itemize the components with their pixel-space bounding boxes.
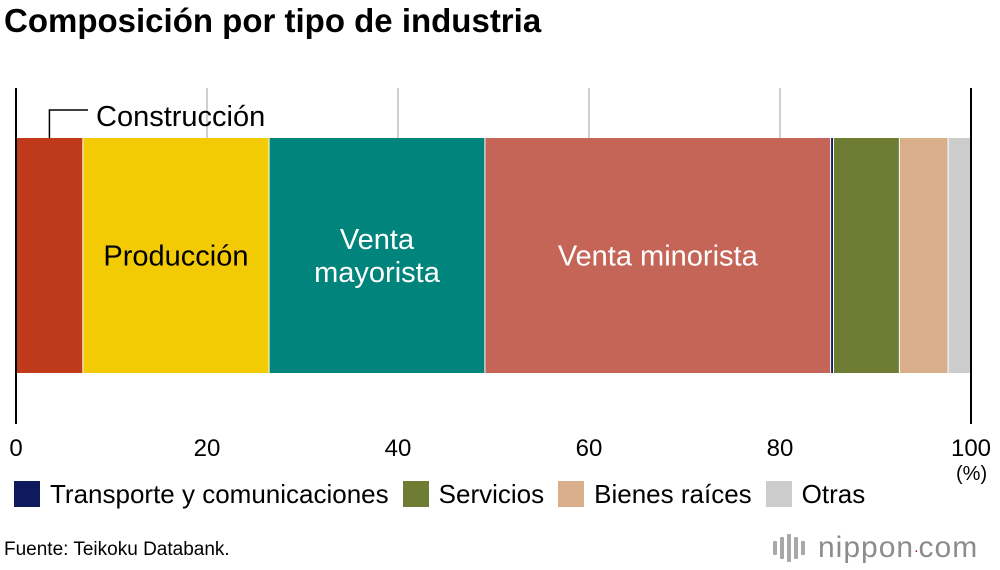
legend: Transporte y comunicaciones Servicios Bien…: [14, 479, 879, 509]
segment-label-construccion: Construcción: [96, 101, 265, 133]
legend-label: Otras: [801, 478, 866, 509]
x-tick-label-0: 0: [9, 435, 22, 462]
chart-title: Composición por tipo de industria: [4, 2, 542, 39]
bar-segment-otras: [948, 138, 971, 373]
brand-mark-icon: [773, 534, 808, 562]
legend-swatch: [558, 481, 585, 507]
legend-swatch: [402, 481, 429, 507]
bar-segments: [16, 138, 971, 373]
x-tick-label-60: 60: [576, 435, 603, 462]
bar-segment-venta-mayorista: [269, 138, 485, 373]
x-tick-label-80: 80: [767, 435, 794, 462]
axis-unit: (%): [956, 463, 988, 485]
legend-item-otras: Otras: [765, 478, 866, 510]
legend-swatch: [14, 481, 40, 507]
bar-segment-bienes-raices: [899, 138, 949, 373]
segment-label-line: Producción: [103, 241, 248, 273]
segment-label-line: mayorista: [314, 257, 441, 289]
segment-label-venta-mayorista: Venta mayorista: [314, 224, 441, 289]
x-tick-label-100: 100: [951, 435, 991, 462]
source-note: Fuente: Teikoku Databank.: [4, 539, 230, 560]
x-axis-ticks: 0 20 40 60 80 100: [9, 88, 991, 462]
legend-item-servicios: Servicios: [402, 478, 545, 510]
brand-name: nippon: [818, 531, 915, 564]
brand-tld: com: [918, 531, 979, 564]
bar-segment-construccion: [16, 138, 83, 373]
x-tick-label-20: 20: [194, 435, 221, 462]
bar-segment-servicios: [833, 138, 900, 373]
legend-item-transporte-y-comunicaciones: Transporte y comunicaciones: [14, 479, 389, 510]
legend-label: Servicios: [438, 478, 545, 509]
brand-logo: nippon. com: [773, 530, 978, 566]
x-tick-label-40: 40: [385, 435, 412, 462]
segment-label-produccion: Producción: [103, 241, 248, 273]
bar-segment-transporte-y-comunicaciones: [830, 138, 834, 373]
legend-item-bienes-raices: Bienes raíces: [558, 479, 752, 510]
segment-label-venta-minorista: Venta minorista: [558, 241, 759, 273]
segment-label-line: Venta: [340, 224, 415, 256]
segment-label-line: Venta minorista: [558, 241, 759, 273]
legend-label: Bienes raíces: [594, 478, 752, 509]
bar-segment-produccion: [82, 138, 270, 373]
legend-label: Transporte y comunicaciones: [50, 478, 389, 509]
brand-dot: .: [914, 539, 919, 556]
legend-swatch: [765, 481, 792, 507]
bar-segment-venta-minorista: [484, 138, 831, 373]
leader-line-construccion: [48, 109, 88, 138]
